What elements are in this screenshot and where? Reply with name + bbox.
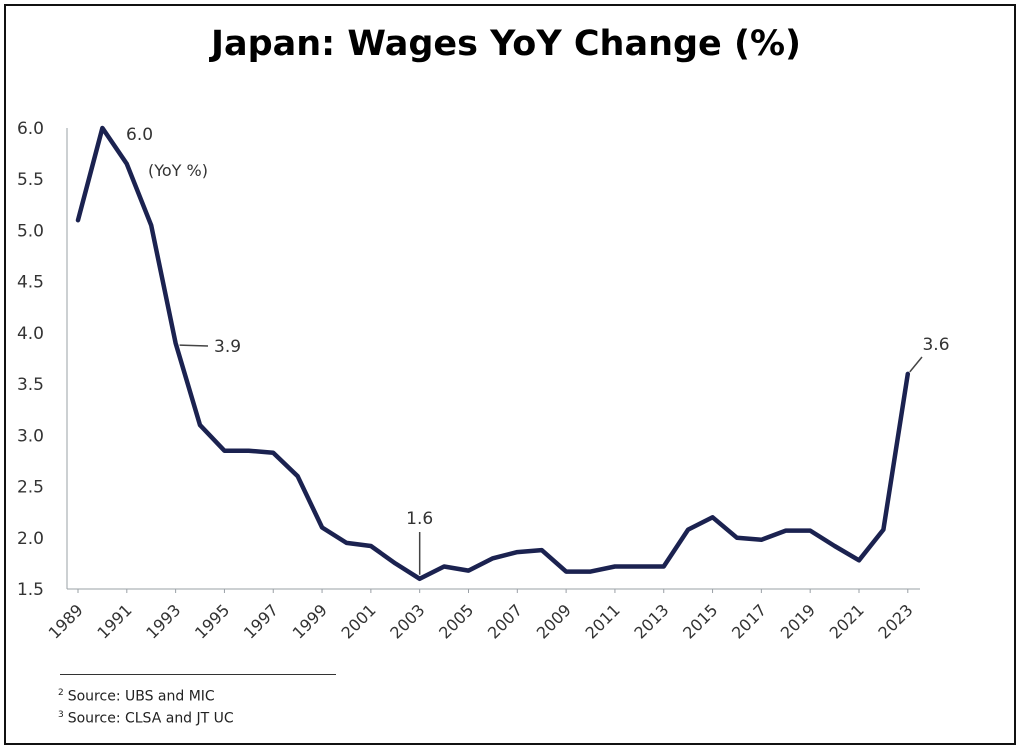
footnote-1-mark: 2: [58, 688, 64, 698]
x-tick-label: 2009: [533, 600, 575, 642]
footnote-2-mark: 3: [58, 710, 64, 720]
x-tick-label: 1989: [45, 600, 87, 642]
x-tick-label: 1995: [191, 600, 233, 642]
y-tick-label: 5.5: [17, 170, 44, 190]
x-tick-label: 2007: [484, 600, 526, 642]
x-tick-label: 1999: [289, 600, 331, 642]
footnote-2: 3 Source: CLSA and JT UC: [58, 710, 234, 727]
annotation-1993: 3.9: [214, 337, 241, 357]
y-tick-label: 1.5: [17, 580, 44, 600]
y-tick-label: 4.0: [17, 324, 44, 344]
x-tick-label: 2015: [679, 600, 721, 642]
x-tick-label: 2003: [386, 600, 428, 642]
x-tick-label: 2011: [582, 600, 624, 642]
footnote-divider: [60, 674, 336, 675]
footnote-1: 2 Source: UBS and MIC: [58, 688, 215, 705]
x-tick-label: 2013: [630, 600, 672, 642]
x-tick-label: 2019: [777, 600, 819, 642]
y-tick-label: 2.0: [17, 529, 44, 549]
unit-note: (YoY %): [148, 161, 208, 180]
x-tick-label: 2005: [435, 600, 477, 642]
y-tick-label: 5.0: [17, 221, 44, 241]
chart-title: Japan: Wages YoY Change (%): [210, 24, 802, 64]
x-tick-label: 2017: [728, 600, 770, 642]
annotation-latest: 3.6: [922, 335, 949, 355]
x-tick-label: 2021: [826, 600, 868, 642]
y-tick-label: 4.5: [17, 273, 44, 293]
annotation-trough: 1.6: [406, 509, 433, 529]
y-tick-label: 3.5: [17, 375, 44, 395]
x-tick-label: 1993: [142, 600, 184, 642]
x-tick-label: 1991: [93, 600, 135, 642]
wage-series-line: [75, 125, 911, 582]
footnote-1-text: Source: UBS and MIC: [67, 688, 215, 705]
annotation-leader-1993: [179, 344, 209, 347]
chart-frame: [4, 4, 1016, 745]
x-tick-label: 2023: [874, 600, 916, 642]
footnote-2-text: Source: CLSA and JT UC: [67, 710, 234, 727]
y-tick-label: 3.0: [17, 426, 44, 446]
x-tick-label: 1997: [240, 600, 282, 642]
x-tick-label: 2001: [337, 600, 379, 642]
y-tick-label: 6.0: [17, 119, 44, 139]
y-tick-label: 2.5: [17, 478, 44, 498]
annotation-leader-2023: [909, 356, 923, 373]
annotation-peak: 6.0: [126, 125, 153, 145]
